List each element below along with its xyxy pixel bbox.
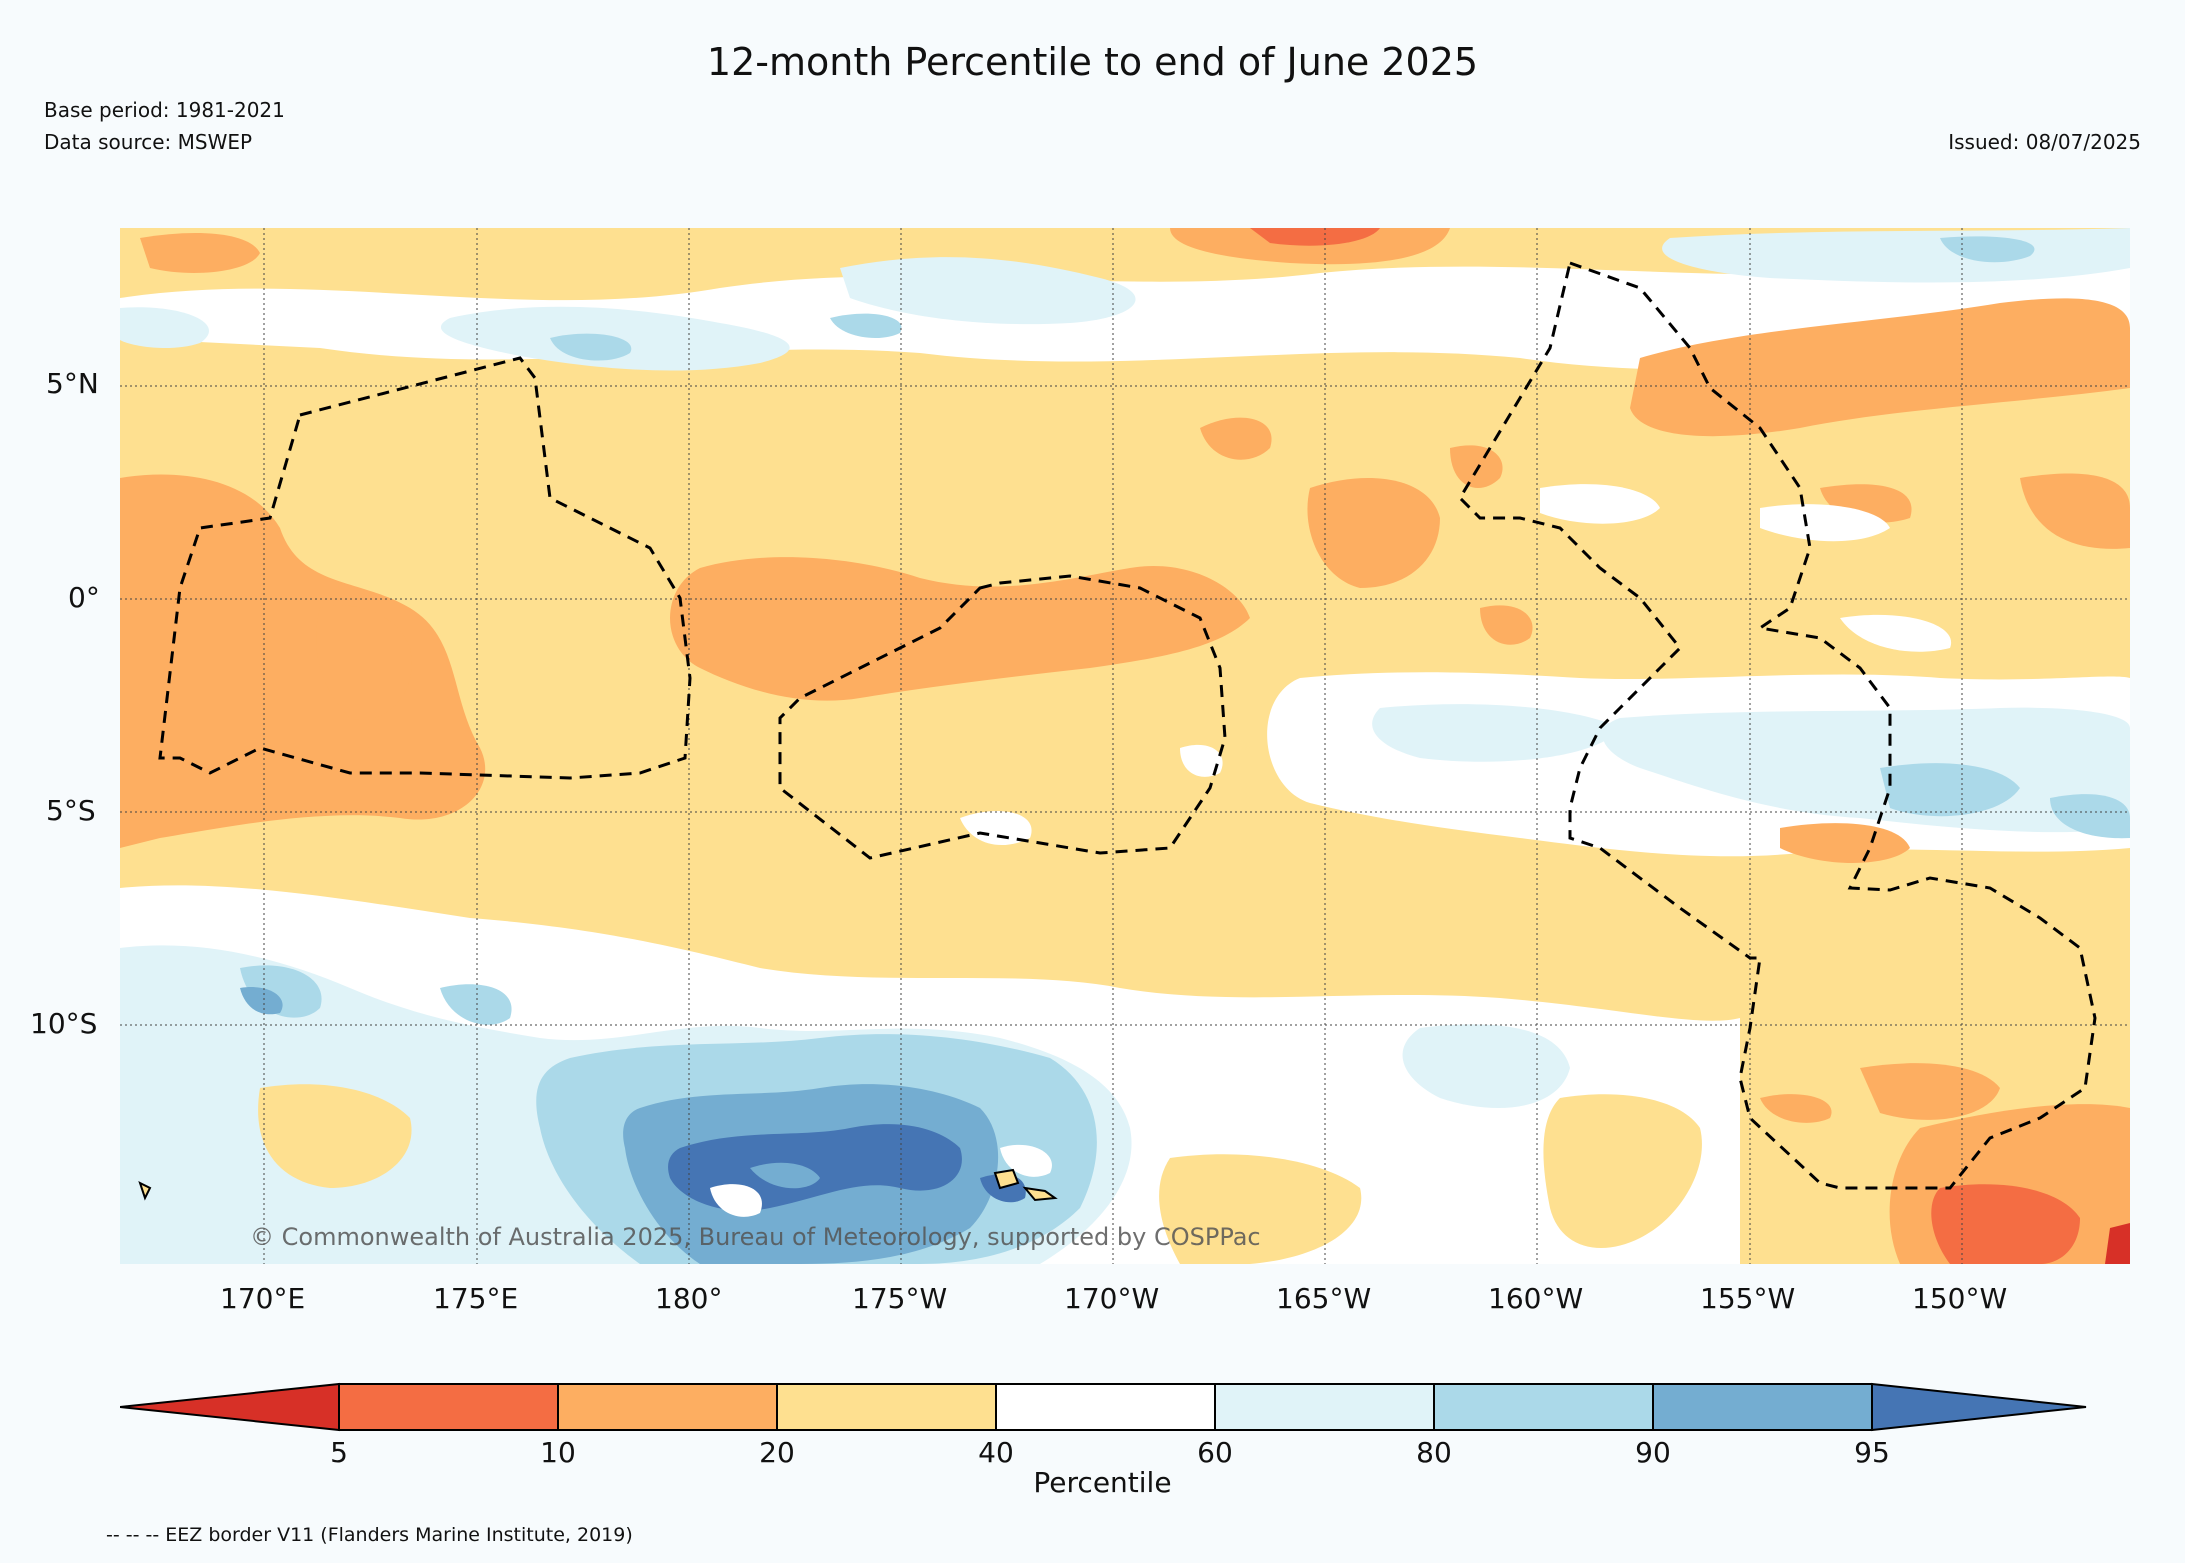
colorbar-tick-60: 60: [1197, 1436, 1233, 1469]
colorbar-seg-10-20: [557, 1383, 778, 1431]
colorbar-tick-95: 95: [1854, 1436, 1890, 1469]
colorbar-seg-20-40: [776, 1383, 997, 1431]
lat-label-0: 0°: [68, 581, 100, 614]
copyright-text: © Commonwealth of Australia 2025, Bureau…: [250, 1223, 1261, 1251]
lon-label-165w: 165°W: [1276, 1282, 1372, 1315]
colorbar-seg-above-95: [1871, 1382, 2087, 1432]
colorbar-seg-80-90: [1433, 1383, 1654, 1431]
colorbar-seg-40-60: [995, 1383, 1216, 1431]
lon-label-150w: 150°W: [1912, 1282, 2008, 1315]
colorbar-seg-60-80: [1214, 1383, 1435, 1431]
colorbar-seg-below-5: [120, 1382, 340, 1432]
band-10-20-west: [120, 474, 486, 848]
band-10-20-north: [140, 233, 260, 273]
colorbar-tick-20: 20: [759, 1436, 795, 1469]
colorbar-tick-5: 5: [330, 1436, 348, 1469]
graticule: [120, 228, 2130, 1264]
lat-label-10s: 10°S: [30, 1007, 98, 1040]
lon-label-170e: 170°E: [220, 1282, 306, 1315]
issued-date: Issued: 08/07/2025: [1948, 130, 2141, 154]
colorbar: [120, 1382, 2087, 1432]
eez-borders: [158, 261, 2097, 1190]
colorbar-seg-90-95: [1652, 1383, 1873, 1431]
eez-legend-note: -- -- -- EEZ border V11 (Flanders Marine…: [106, 1524, 633, 1546]
lon-label-170w: 170°W: [1064, 1282, 1160, 1315]
lat-label-5n: 5°N: [46, 367, 99, 400]
band-10-20-central: [670, 557, 1250, 701]
lat-label-5s: 5°S: [46, 794, 96, 827]
colorbar-tick-90: 90: [1635, 1436, 1671, 1469]
data-source: Data source: MSWEP: [44, 130, 253, 154]
colorbar-tick-80: 80: [1416, 1436, 1452, 1469]
colorbar-seg-5-10: [338, 1383, 559, 1431]
lon-label-175e: 175°E: [433, 1282, 519, 1315]
map-title: 12-month Percentile to end of June 2025: [706, 40, 1479, 84]
islands: [138, 1168, 1058, 1202]
colorbar-tick-40: 40: [978, 1436, 1014, 1469]
lon-label-155w: 155°W: [1700, 1282, 1796, 1315]
lon-label-175w: 175°W: [852, 1282, 948, 1315]
base-period: Base period: 1981-2021: [44, 98, 285, 122]
band-5-10-southeast: [1931, 1184, 2080, 1264]
band-10-20-southeast: [1860, 1063, 2000, 1120]
colorbar-tick-10: 10: [540, 1436, 576, 1469]
lon-label-160w: 160°W: [1488, 1282, 1584, 1315]
colorbar-label: Percentile: [1033, 1466, 1172, 1499]
lon-label-180: 180°: [655, 1282, 723, 1315]
percentile-map: © Commonwealth of Australia 2025, Bureau…: [120, 228, 2130, 1264]
